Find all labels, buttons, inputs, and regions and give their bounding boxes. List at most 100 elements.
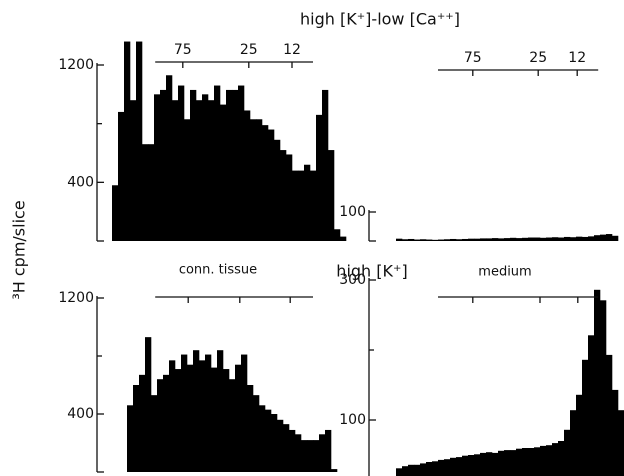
bar [594, 289, 601, 476]
bar [516, 238, 523, 241]
bar [331, 469, 338, 472]
bar [127, 405, 134, 472]
bar [244, 110, 251, 241]
bar [582, 236, 589, 241]
bar [340, 236, 347, 241]
bar [316, 114, 323, 241]
bar [169, 360, 176, 472]
bar [139, 374, 146, 472]
top-axis-label: 75 [464, 50, 482, 66]
bar [274, 139, 281, 241]
bar [594, 235, 601, 241]
bar [238, 85, 245, 242]
bar [486, 238, 493, 241]
bar [402, 239, 409, 241]
bar [516, 448, 523, 476]
bar [600, 300, 607, 476]
bar [202, 94, 209, 241]
bar [438, 239, 445, 241]
bar [148, 144, 155, 241]
bar [232, 89, 239, 241]
bar [118, 111, 125, 241]
bar [157, 379, 164, 472]
bar [420, 239, 427, 241]
top-axis-label: 12 [568, 50, 586, 66]
bar [145, 337, 152, 472]
bar [396, 238, 403, 241]
bar [301, 440, 308, 472]
bar [414, 239, 421, 241]
bar [480, 238, 487, 241]
bar [474, 238, 481, 241]
bar [298, 170, 305, 241]
bar [325, 429, 332, 472]
title: high [K⁺]-low [Ca⁺⁺] [300, 10, 460, 29]
bar [402, 466, 409, 476]
bar [468, 455, 475, 476]
subtitle: high [K⁺] [336, 262, 407, 281]
bar [504, 450, 511, 476]
bar [420, 463, 427, 476]
bar [217, 350, 224, 472]
bar [444, 239, 451, 241]
bar [546, 237, 553, 241]
bar [426, 239, 433, 241]
bar [552, 443, 559, 476]
bar [606, 234, 613, 241]
bar [292, 170, 299, 241]
bar [112, 185, 119, 241]
y-tick-label: 1200 [58, 290, 94, 306]
bar [235, 364, 242, 472]
bar [582, 359, 589, 476]
bar [486, 452, 493, 476]
bar [396, 468, 403, 476]
bar [588, 236, 595, 241]
bar [193, 350, 200, 472]
bar [280, 150, 287, 241]
bar [522, 237, 529, 241]
bar [570, 237, 577, 241]
bar [540, 445, 547, 476]
bar [136, 41, 143, 242]
bar [456, 239, 463, 241]
bar [250, 119, 257, 241]
bar [160, 89, 167, 241]
bar [576, 236, 583, 241]
bar [277, 419, 284, 472]
bar [426, 462, 433, 476]
bar [241, 354, 248, 472]
bar [166, 75, 173, 242]
bar [522, 448, 529, 476]
bar [133, 385, 140, 472]
bar [492, 238, 499, 241]
bar [528, 237, 535, 241]
bar [310, 170, 317, 241]
bar [540, 237, 547, 241]
bar [438, 459, 445, 476]
bar [492, 452, 499, 476]
bar [408, 464, 415, 476]
y-tick-label: 300 [339, 272, 366, 288]
top-axis-label: 25 [529, 50, 547, 66]
bar [199, 360, 206, 472]
bar [600, 234, 607, 241]
bar [253, 395, 260, 472]
bar [265, 409, 272, 472]
bar [226, 89, 233, 241]
bar [462, 455, 469, 476]
bar [534, 237, 541, 241]
bar [408, 238, 415, 241]
bar [328, 150, 335, 241]
y-tick-label: 400 [67, 174, 94, 190]
bar [229, 379, 236, 472]
bar [588, 335, 595, 476]
bar [196, 100, 203, 241]
bar [268, 129, 275, 241]
bar [151, 395, 158, 472]
bar [256, 119, 263, 241]
top-axis-label: 25 [240, 42, 258, 58]
bar [552, 237, 559, 241]
bar [558, 237, 565, 241]
